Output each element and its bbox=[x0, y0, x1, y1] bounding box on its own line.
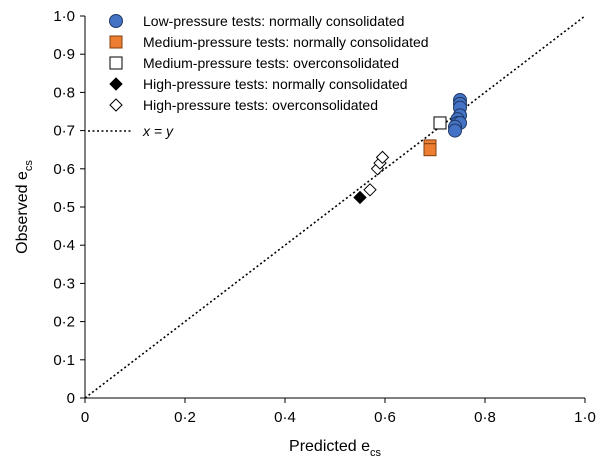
y-tick-label: 0·8 bbox=[53, 84, 75, 101]
x-axis-title: Predicted ecs bbox=[289, 438, 381, 459]
x-tick-label: 0·6 bbox=[374, 409, 396, 426]
y-tick-label: 0·1 bbox=[53, 352, 75, 369]
data-point-series-1 bbox=[448, 123, 462, 138]
data-point-series-4 bbox=[353, 190, 367, 205]
data-point-series-5 bbox=[363, 183, 377, 197]
data-point-series-5 bbox=[375, 150, 390, 165]
y-axis-title-main: Observed e bbox=[14, 171, 31, 254]
y-tick-label: 0·3 bbox=[53, 275, 75, 292]
legend-marker-series-4 bbox=[109, 77, 123, 91]
legend-marker-series-5 bbox=[109, 98, 123, 112]
legend-label-series-5: High-pressure tests: overconsolidated bbox=[143, 97, 378, 113]
legend-marker-series-2 bbox=[109, 35, 123, 49]
reference-line-x-equals-y bbox=[84, 15, 586, 399]
y-tick-label: 1·0 bbox=[53, 8, 75, 25]
legend-label-series-3: Medium-pressure tests: overconsolidated bbox=[143, 55, 399, 71]
y-tick-label: 0·2 bbox=[53, 314, 75, 331]
x-axis-title-subscript: cs bbox=[370, 447, 382, 459]
y-tick-label: 0 bbox=[67, 390, 75, 407]
y-axis-title: Observed ecs bbox=[14, 160, 35, 254]
x-tick-label: 1·0 bbox=[574, 409, 596, 426]
y-tick-label: 0·7 bbox=[53, 123, 75, 140]
legend-label-series-1: Low-pressure tests: normally consolidate… bbox=[143, 13, 404, 29]
y-tick-label: 0·9 bbox=[53, 46, 75, 63]
y-tick-label: 0·6 bbox=[53, 161, 75, 178]
legend-label-series-2: Medium-pressure tests: normally consolid… bbox=[143, 34, 429, 50]
y-tick-label: 0·5 bbox=[53, 199, 75, 216]
x-tick-label: 0·2 bbox=[174, 409, 196, 426]
x-tick-label: 0 bbox=[81, 409, 89, 426]
x-tick-label: 0·8 bbox=[474, 409, 496, 426]
data-point-series-3 bbox=[433, 116, 447, 130]
x-tick-label: 0·4 bbox=[274, 409, 296, 426]
x-axis-title-main: Predicted e bbox=[289, 438, 370, 455]
legend-marker-series-1 bbox=[109, 14, 123, 28]
data-point-series-2 bbox=[423, 143, 437, 157]
y-axis-title-subscript: cs bbox=[23, 160, 35, 172]
legend-marker-series-3 bbox=[109, 56, 123, 70]
legend-label-reference-line: x = y bbox=[142, 123, 174, 139]
legend-label-series-4: High-pressure tests: normally consolidat… bbox=[143, 76, 408, 92]
y-tick-label: 0·4 bbox=[53, 237, 75, 254]
